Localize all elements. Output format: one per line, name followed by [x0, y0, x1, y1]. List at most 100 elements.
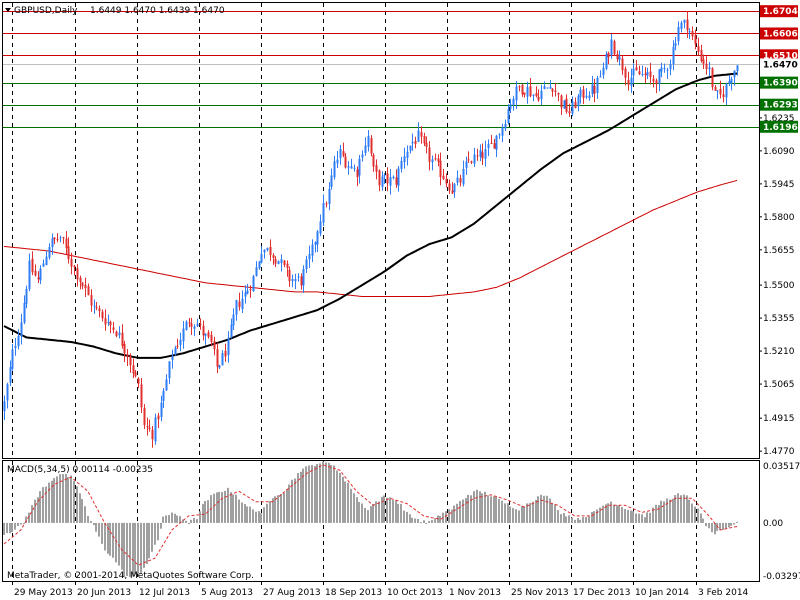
macd-bar — [372, 504, 374, 523]
candle-body — [126, 354, 129, 358]
macd-bar — [70, 475, 72, 523]
macd-bar — [610, 501, 612, 523]
macd-bar — [423, 520, 425, 523]
macd-bar — [565, 516, 567, 523]
macd-bar — [543, 495, 545, 523]
candle-body — [84, 284, 87, 288]
macd-label: MACD(5,34,5) 0.00114 -0.00235 — [7, 465, 153, 475]
macd-bar — [568, 515, 570, 523]
macd-bar — [176, 515, 178, 523]
candle-body — [325, 203, 328, 205]
macd-bar — [67, 477, 69, 523]
candle-body — [199, 324, 202, 326]
macd-bar — [73, 480, 75, 523]
candle-body — [218, 365, 221, 368]
candle-body — [487, 144, 490, 149]
candle-body — [53, 237, 56, 240]
macd-bar — [95, 522, 97, 532]
candle-body — [358, 158, 361, 176]
candle-body — [162, 390, 165, 401]
macd-bar — [714, 522, 716, 535]
candle-body — [291, 278, 294, 282]
macd-bar — [325, 462, 327, 523]
macd-bar — [551, 503, 553, 523]
candle-body — [652, 78, 655, 82]
candle-body — [618, 56, 621, 61]
candle-body — [115, 331, 118, 337]
macd-bar — [395, 500, 397, 523]
candle-body — [451, 190, 454, 194]
macd-bar — [674, 495, 676, 523]
candle-body — [339, 149, 342, 159]
macd-bar — [51, 480, 53, 523]
candle-body — [213, 341, 216, 350]
level-label: 1.6606 — [763, 29, 798, 39]
candle-body — [73, 265, 76, 268]
symbol-dropdown-icon[interactable] — [5, 8, 11, 12]
candle-body — [719, 88, 722, 95]
macd-bar — [137, 522, 139, 574]
candle-body — [249, 288, 252, 291]
macd-bar — [400, 503, 402, 523]
macd-bar — [252, 509, 254, 523]
macd-bar — [487, 495, 489, 523]
candle-body — [674, 43, 677, 47]
macd-bar — [708, 522, 710, 529]
candle-body — [672, 46, 675, 65]
macd-bar — [666, 498, 668, 523]
level-label: 1.6390 — [763, 79, 798, 89]
symbol-label[interactable]: GBPUSD,Daily — [14, 6, 78, 16]
candle-body — [171, 356, 174, 360]
macd-bar — [322, 461, 324, 523]
candle-body — [157, 415, 160, 420]
candle-body — [425, 142, 428, 147]
candle-body — [151, 429, 154, 440]
candle-body — [302, 268, 305, 286]
candle-body — [697, 46, 700, 53]
candle-body — [448, 183, 451, 191]
candle-body — [11, 349, 14, 369]
candle-body — [521, 84, 524, 95]
current-price-label: 1.6470 — [763, 60, 798, 70]
candle-body — [76, 268, 79, 280]
candle-body — [266, 247, 269, 251]
candle-body — [23, 302, 26, 323]
macd-bar — [244, 503, 246, 523]
macd-bar — [523, 506, 525, 523]
candle-body — [190, 323, 193, 327]
macd-bar — [736, 521, 738, 523]
macd-bar — [725, 522, 727, 529]
candle-body — [456, 177, 459, 183]
macd-bar — [260, 513, 262, 523]
candle-body — [574, 101, 577, 108]
macd-bar — [493, 496, 495, 523]
candle-body — [263, 249, 266, 253]
macd-bar — [121, 522, 123, 570]
macd-bar — [302, 468, 304, 523]
candle-body — [210, 334, 213, 342]
macd-bar — [476, 489, 478, 523]
ma-slow-line — [3, 179, 738, 297]
candle-body — [428, 147, 431, 162]
macd-bar — [218, 491, 220, 523]
candle-body — [123, 344, 126, 354]
macd-bar — [649, 512, 651, 523]
candle-body — [423, 135, 426, 144]
candle-body — [518, 86, 521, 88]
macd-bar — [616, 505, 618, 523]
macd-bar — [263, 507, 265, 523]
candle-body — [599, 76, 602, 78]
macd-bar — [378, 501, 380, 523]
macd-bar — [680, 495, 682, 523]
candle-body — [272, 255, 275, 258]
candle-body — [714, 87, 717, 91]
macd-bar — [632, 511, 634, 523]
macd-bar — [453, 505, 455, 523]
macd-bar — [660, 500, 662, 523]
candle-body — [333, 161, 336, 178]
candle-body — [655, 80, 658, 85]
candle-body — [470, 161, 473, 163]
candle-body — [353, 167, 356, 169]
macd-bar — [272, 498, 274, 523]
